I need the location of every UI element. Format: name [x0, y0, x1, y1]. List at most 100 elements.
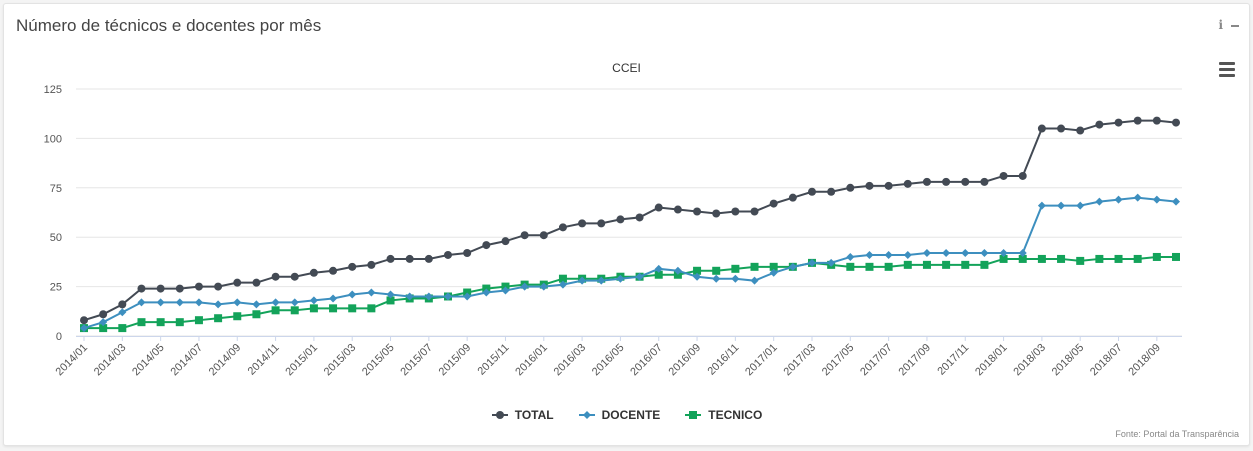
data-point[interactable] — [386, 296, 395, 305]
data-point[interactable] — [329, 294, 338, 303]
data-point[interactable] — [271, 298, 280, 307]
data-point[interactable] — [175, 318, 184, 327]
data-point[interactable] — [597, 276, 606, 285]
data-point[interactable] — [1095, 254, 1104, 263]
data-point[interactable] — [482, 241, 491, 250]
data-point[interactable] — [788, 262, 797, 271]
data-point[interactable] — [961, 249, 970, 258]
data-point[interactable] — [329, 304, 338, 313]
data-point[interactable] — [942, 177, 951, 186]
data-point[interactable] — [309, 304, 318, 313]
data-point[interactable] — [1076, 126, 1085, 135]
legend-item-total[interactable]: TOTAL — [491, 408, 554, 422]
data-point[interactable] — [367, 304, 376, 313]
data-point[interactable] — [769, 199, 778, 208]
data-point[interactable] — [1037, 254, 1046, 263]
data-point[interactable] — [922, 177, 931, 186]
data-point[interactable] — [903, 250, 912, 259]
data-point[interactable] — [520, 231, 529, 240]
data-point[interactable] — [750, 262, 759, 271]
data-point[interactable] — [386, 254, 395, 263]
data-point[interactable] — [99, 324, 108, 333]
data-point[interactable] — [137, 284, 146, 293]
data-point[interactable] — [137, 318, 146, 327]
data-point[interactable] — [252, 278, 261, 287]
data-point[interactable] — [156, 318, 165, 327]
data-point[interactable] — [1172, 252, 1180, 261]
data-point[interactable] — [654, 270, 663, 279]
data-point[interactable] — [980, 177, 989, 186]
data-point[interactable] — [1133, 193, 1142, 202]
data-point[interactable] — [999, 249, 1008, 258]
data-point[interactable] — [750, 276, 759, 285]
data-point[interactable] — [884, 262, 893, 271]
data-point[interactable] — [367, 288, 376, 297]
data-point[interactable] — [348, 290, 357, 299]
data-point[interactable] — [156, 284, 165, 293]
data-point[interactable] — [271, 306, 280, 315]
data-point[interactable] — [233, 298, 242, 307]
data-point[interactable] — [424, 292, 433, 301]
data-point[interactable] — [1095, 120, 1104, 129]
data-point[interactable] — [558, 223, 567, 232]
data-point[interactable] — [175, 284, 184, 293]
data-point[interactable] — [252, 310, 261, 319]
data-point[interactable] — [922, 260, 931, 269]
data-point[interactable] — [463, 249, 472, 258]
data-point[interactable] — [194, 298, 203, 307]
data-point[interactable] — [597, 219, 606, 228]
data-point[interactable] — [808, 187, 816, 196]
data-point[interactable] — [1172, 118, 1180, 127]
data-point[interactable] — [1152, 195, 1161, 204]
data-point[interactable] — [884, 181, 893, 190]
data-point[interactable] — [693, 207, 702, 216]
data-point[interactable] — [635, 213, 644, 222]
data-point[interactable] — [884, 250, 893, 259]
data-point[interactable] — [539, 282, 548, 291]
data-point[interactable] — [1114, 118, 1123, 127]
data-point[interactable] — [309, 296, 318, 305]
data-point[interactable] — [1152, 252, 1161, 261]
data-point[interactable] — [424, 254, 433, 263]
data-point[interactable] — [233, 312, 242, 321]
data-point[interactable] — [118, 300, 127, 309]
data-point[interactable] — [156, 298, 165, 307]
data-point[interactable] — [578, 219, 587, 228]
data-point[interactable] — [386, 290, 395, 299]
data-point[interactable] — [865, 262, 874, 271]
data-point[interactable] — [290, 298, 299, 307]
data-point[interactable] — [1095, 197, 1104, 206]
data-point[interactable] — [769, 268, 778, 277]
data-point[interactable] — [214, 300, 223, 309]
data-point[interactable] — [693, 266, 702, 275]
data-point[interactable] — [827, 187, 836, 196]
data-point[interactable] — [808, 258, 816, 267]
data-point[interactable] — [846, 262, 855, 271]
data-point[interactable] — [137, 298, 146, 307]
legend-item-docente[interactable]: DOCENTE — [578, 408, 660, 422]
data-point[interactable] — [1057, 254, 1066, 263]
data-point[interactable] — [1133, 116, 1142, 125]
data-point[interactable] — [846, 183, 855, 192]
data-point[interactable] — [1018, 254, 1027, 263]
data-point[interactable] — [1018, 171, 1027, 180]
data-point[interactable] — [980, 260, 989, 269]
data-point[interactable] — [118, 308, 127, 317]
data-point[interactable] — [444, 250, 452, 259]
data-point[interactable] — [501, 237, 510, 246]
data-point[interactable] — [673, 205, 682, 214]
data-point[interactable] — [903, 179, 912, 188]
data-point[interactable] — [693, 272, 702, 281]
data-point[interactable] — [654, 203, 663, 212]
data-point[interactable] — [712, 274, 721, 283]
data-point[interactable] — [99, 310, 108, 319]
data-point[interactable] — [942, 260, 951, 269]
data-point[interactable] — [118, 324, 127, 333]
data-point[interactable] — [635, 272, 644, 281]
data-point[interactable] — [1172, 197, 1180, 206]
info-icon[interactable]: i — [1218, 18, 1223, 32]
data-point[interactable] — [1114, 254, 1123, 263]
data-point[interactable] — [673, 266, 682, 275]
data-point[interactable] — [463, 292, 472, 301]
data-point[interactable] — [1076, 256, 1085, 265]
